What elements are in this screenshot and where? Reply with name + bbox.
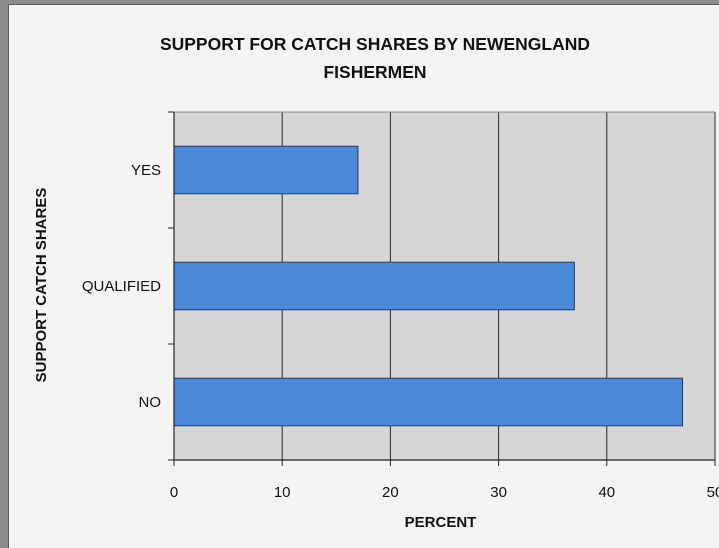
x-tick-label: 10 <box>274 484 291 501</box>
axes <box>168 111 716 466</box>
category-label: YES <box>131 162 161 179</box>
y-axis-title: SUPPORT CATCH SHARES <box>33 188 50 383</box>
tick-labels: 0 10 20 30 40 50 <box>170 484 719 501</box>
category-label: QUALIFIED <box>82 278 161 295</box>
chart: SUPPORT FOR CATCH SHARES BY NEWENGLAND F… <box>33 34 719 531</box>
bars <box>173 145 684 427</box>
chart-title-line-1: SUPPORT FOR CATCH SHARES BY NEWENGLAND <box>160 34 590 54</box>
category-labels: YES QUALIFIED NO <box>82 162 161 411</box>
x-tick-label: 50 <box>707 484 719 501</box>
x-tick-label: 0 <box>170 484 178 501</box>
chart-frame: SUPPORT FOR CATCH SHARES BY NEWENGLAND F… <box>8 4 719 548</box>
bar-no <box>173 377 684 427</box>
x-tick-label: 20 <box>382 484 399 501</box>
bar-qualified <box>173 261 575 311</box>
category-label: NO <box>139 394 162 411</box>
x-axis-title: PERCENT <box>405 514 477 531</box>
x-tick-label: 40 <box>598 484 615 501</box>
x-tick-label: 30 <box>490 484 507 501</box>
chart-title-line-2: FISHERMEN <box>323 62 426 82</box>
bar-yes <box>173 145 359 195</box>
